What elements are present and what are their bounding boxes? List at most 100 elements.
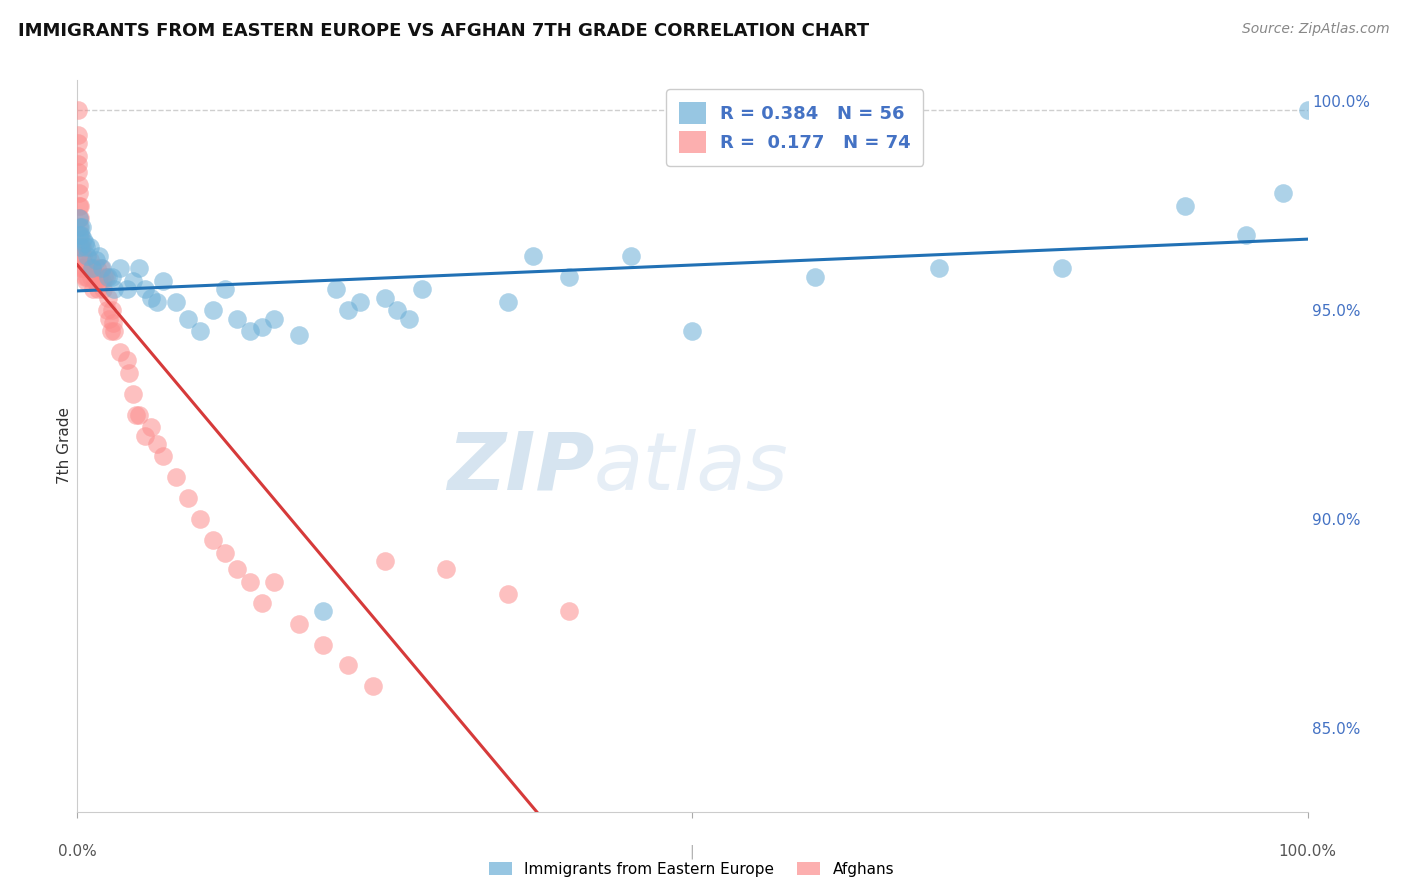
Point [70,252,93,267]
Point [79,240,101,254]
Point [146,437,169,451]
Point [1234,227,1257,242]
Legend: R = 0.384   N = 56, R =  0.177   N = 74: R = 0.384 N = 56, R = 0.177 N = 74 [666,89,924,166]
Point [496,294,519,309]
Point [398,311,420,326]
Point [103,282,125,296]
Point [1272,186,1295,201]
Point [1296,103,1319,117]
Point [69,199,91,213]
Point [100,324,122,338]
Point [70,261,93,276]
Point [76,249,98,263]
Point [288,328,311,343]
Point [558,604,581,618]
Point [190,324,212,338]
Point [89,249,111,263]
Point [115,282,138,296]
Point [67,219,90,234]
Point [522,249,544,263]
Point [103,324,125,338]
Point [312,638,335,652]
Point [82,261,104,276]
Point [128,408,150,422]
Point [84,269,107,284]
Point [190,512,212,526]
Point [69,211,91,226]
Point [101,269,124,284]
Point [201,533,224,547]
Text: 0.0%: 0.0% [58,845,97,859]
Point [1050,261,1073,276]
Point [165,294,187,309]
Y-axis label: 7th Grade: 7th Grade [56,408,72,484]
Point [496,587,519,601]
Point [121,274,143,288]
Point [436,562,458,576]
Point [72,261,94,276]
Point [90,261,114,276]
Text: Source: ZipAtlas.com: Source: ZipAtlas.com [1241,22,1389,37]
Point [128,261,150,276]
Point [70,227,93,242]
Point [69,227,91,242]
Text: ZIP: ZIP [447,429,595,507]
Point [73,236,96,251]
Point [67,178,90,192]
Point [125,408,148,422]
Point [72,249,94,263]
Point [67,165,90,179]
Point [87,282,110,296]
Point [84,252,107,267]
Point [141,420,163,434]
Point [67,211,90,226]
Point [67,227,90,242]
Point [239,324,262,338]
Point [118,366,141,380]
Point [337,658,360,673]
Point [70,249,93,263]
Point [115,353,138,368]
Point [82,282,104,296]
Point [1174,199,1197,213]
Point [177,311,200,326]
Point [69,240,91,254]
Text: 100.0%: 100.0% [1278,845,1337,859]
Point [80,269,103,284]
Point [72,232,94,246]
Point [620,249,643,263]
Point [250,596,273,610]
Point [66,103,89,117]
Point [374,554,396,568]
Point [94,269,117,284]
Text: |: | [689,845,695,859]
Point [79,252,101,267]
Point [226,311,249,326]
Point [97,291,120,305]
Point [75,240,97,254]
Point [70,219,93,234]
Point [558,269,581,284]
Point [337,303,360,318]
Point [387,303,409,318]
Text: atlas: atlas [595,429,789,507]
Point [134,282,156,296]
Point [141,291,163,305]
Point [97,269,120,284]
Point [682,324,704,338]
Point [93,269,115,284]
Point [73,269,96,284]
Point [98,311,121,326]
Point [70,240,93,254]
Point [66,136,89,150]
Point [165,470,187,484]
Point [177,491,200,506]
Point [82,261,104,276]
Point [67,128,90,142]
Point [110,261,132,276]
Point [312,604,335,618]
Point [67,211,90,226]
Point [146,294,169,309]
Point [152,274,174,288]
Point [101,316,124,330]
